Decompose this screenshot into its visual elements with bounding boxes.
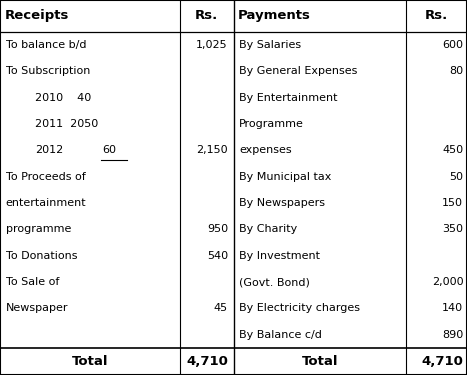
Text: (Govt. Bond): (Govt. Bond): [239, 277, 310, 287]
Text: By Newspapers: By Newspapers: [239, 198, 325, 208]
Text: Payments: Payments: [238, 9, 311, 22]
Text: Rs.: Rs.: [425, 9, 448, 22]
Text: Programme: Programme: [239, 119, 304, 129]
Text: 140: 140: [442, 303, 463, 313]
Text: By Entertainment: By Entertainment: [239, 93, 338, 103]
Text: By Balance c/d: By Balance c/d: [239, 330, 322, 340]
Text: 950: 950: [207, 225, 228, 234]
Text: 2,000: 2,000: [432, 277, 463, 287]
Text: 2012: 2012: [35, 146, 63, 155]
Text: 80: 80: [449, 66, 463, 76]
Text: Receipts: Receipts: [5, 9, 69, 22]
Text: By General Expenses: By General Expenses: [239, 66, 357, 76]
Text: 50: 50: [449, 172, 463, 182]
Text: 150: 150: [442, 198, 463, 208]
Text: By Investment: By Investment: [239, 251, 320, 261]
Text: 890: 890: [442, 330, 463, 340]
Text: 60: 60: [103, 146, 117, 155]
Text: 4,710: 4,710: [186, 355, 228, 368]
Text: To balance b/d: To balance b/d: [6, 40, 86, 50]
Text: By Municipal tax: By Municipal tax: [239, 172, 332, 182]
Text: Total: Total: [71, 355, 108, 368]
Text: Rs.: Rs.: [195, 9, 218, 22]
Text: By Electricity charges: By Electricity charges: [239, 303, 360, 313]
Text: To Donations: To Donations: [6, 251, 77, 261]
Text: To Sale of: To Sale of: [6, 277, 59, 287]
Text: 2010    40: 2010 40: [35, 93, 91, 103]
Text: 350: 350: [442, 225, 463, 234]
Text: 2,150: 2,150: [196, 146, 228, 155]
Text: By Salaries: By Salaries: [239, 40, 301, 50]
Text: 1,025: 1,025: [196, 40, 228, 50]
Text: To Subscription: To Subscription: [6, 66, 90, 76]
Text: Total: Total: [302, 355, 338, 368]
Text: 4,710: 4,710: [421, 355, 463, 368]
Text: 2011  2050: 2011 2050: [35, 119, 98, 129]
Text: 45: 45: [214, 303, 228, 313]
Text: programme: programme: [6, 225, 71, 234]
Text: Newspaper: Newspaper: [6, 303, 68, 313]
Text: By Charity: By Charity: [239, 225, 297, 234]
Text: expenses: expenses: [239, 146, 292, 155]
Text: 540: 540: [207, 251, 228, 261]
Text: entertainment: entertainment: [6, 198, 86, 208]
Text: 600: 600: [442, 40, 463, 50]
Text: 450: 450: [442, 146, 463, 155]
Text: To Proceeds of: To Proceeds of: [6, 172, 85, 182]
